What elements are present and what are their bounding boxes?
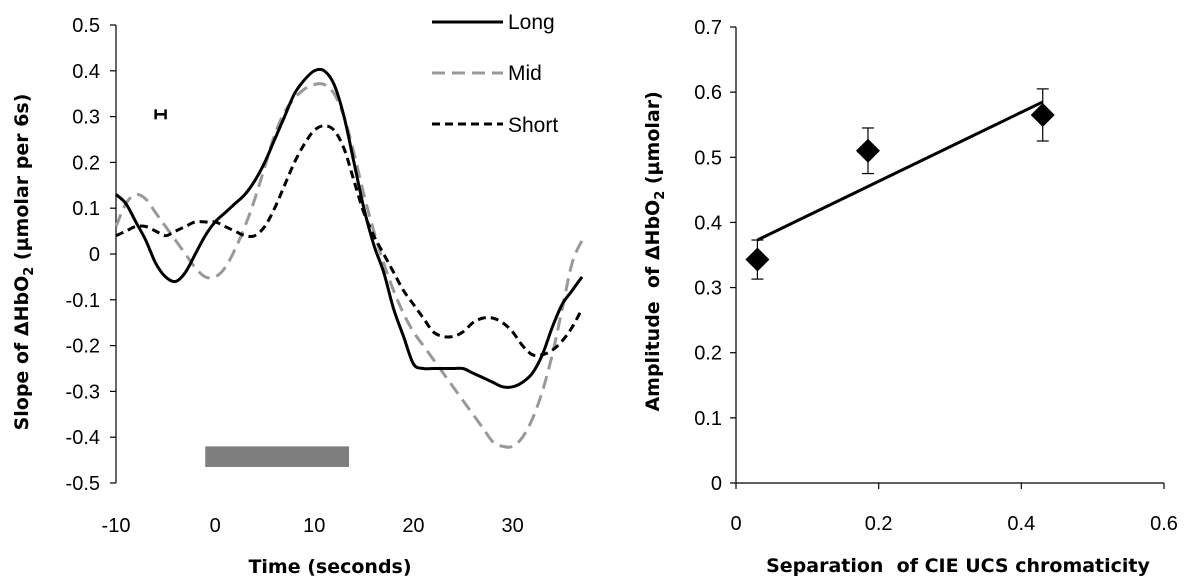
legend-item-mid: Mid — [432, 62, 542, 85]
time-course-y-tick-label: -0.4 — [66, 427, 100, 449]
time-course-y-tick-label: 0.3 — [72, 107, 100, 129]
time-course-y-tick-label: -0.3 — [66, 381, 100, 403]
amplitude-y-ticks: 0.7 0.6 0.5 0.4 0.3 0.2 0.1 0 — [694, 17, 736, 495]
amplitude-y-tick-label: 0.5 — [694, 147, 722, 169]
amplitude-chart: 0.7 0.6 0.5 0.4 0.3 0.2 0.1 0 0 0.2 0.4 0.6 Separa… — [642, 17, 1178, 577]
legend-item-long: Long — [432, 11, 555, 34]
legend-item-short: Short — [432, 114, 558, 137]
legend-label-short: Short — [508, 114, 558, 137]
amplitude-x-tick-label: 0.4 — [1007, 513, 1035, 535]
time-course-y-tick-label: -0.2 — [66, 336, 100, 358]
time-course-y-axis-title: Slope of ΔHbO2 (µmolar per 6s) — [11, 94, 37, 431]
series-line-short — [115, 124, 584, 358]
time-course-y-tick-label: -0.5 — [66, 473, 100, 495]
amplitude-y-tick-label: 0.3 — [694, 278, 722, 300]
time-course-chart: 0.5 0.4 0.3 0.2 0.1 0 -0.1 -0.2 -0.3 -0.4 -0.5 -10… — [11, 11, 584, 578]
amplitude-y-axis-title-tail: (µmolar) — [642, 91, 664, 191]
legend-label-long: Long — [508, 11, 555, 34]
diamond-marker — [745, 247, 770, 272]
amplitude-plot-area — [735, 27, 1164, 484]
time-course-y-tick-label: 0.1 — [72, 198, 100, 220]
time-course-plot-area — [114, 25, 584, 483]
time-course-y-tick-label: 0.2 — [72, 152, 100, 174]
amplitude-y-axis-title-main: Amplitude of ΔHbO — [642, 200, 664, 412]
trendline — [756, 100, 1044, 242]
data-point — [1030, 88, 1055, 142]
time-error-marker — [154, 109, 167, 120]
time-course-x-ticks: -10 0 10 20 30 — [102, 515, 524, 537]
data-point — [855, 127, 880, 175]
time-course-y-axis-title-tail: (µmolar per 6s) — [11, 94, 33, 267]
data-point — [745, 239, 770, 280]
time-course-x-tick-label: 0 — [210, 515, 221, 537]
time-course-y-ticks: 0.5 0.4 0.3 0.2 0.1 0 -0.1 -0.2 -0.3 -0.4 -0.5 — [66, 15, 116, 495]
time-course-y-tick-label: 0 — [89, 244, 100, 266]
diamond-marker — [1030, 102, 1055, 127]
time-course-y-axis-title-main: Slope of ΔHbO — [11, 276, 33, 431]
amplitude-y-tick-label: 0.7 — [694, 17, 722, 39]
time-course-x-axis-title: Time (seconds) — [248, 556, 411, 578]
time-course-y-axis-title-subscript: 2 — [22, 267, 37, 276]
amplitude-x-tick-label: 0.6 — [1150, 513, 1178, 535]
amplitude-y-axis-title: Amplitude of ΔHbO2 (µmolar) — [642, 58, 668, 458]
amplitude-y-axis-title-subscript: 2 — [653, 191, 668, 200]
time-course-x-tick-label: 30 — [501, 515, 523, 537]
time-course-y-tick-label: 0.4 — [72, 61, 100, 83]
stimulus-period-bar — [205, 446, 349, 467]
time-course-legend: Long Mid Short — [432, 11, 558, 137]
series-line-long — [114, 67, 584, 389]
amplitude-y-tick-label: 0.6 — [694, 82, 722, 104]
amplitude-x-tick-label: 0 — [730, 513, 741, 535]
amplitude-y-tick-label: 0.1 — [694, 408, 722, 430]
time-course-y-tick-label: 0.5 — [72, 15, 100, 37]
time-course-x-tick-label: -10 — [102, 515, 131, 537]
amplitude-y-tick-label: 0.2 — [694, 343, 722, 365]
amplitude-y-tick-label: 0.4 — [694, 212, 722, 234]
diamond-marker — [855, 138, 880, 163]
time-course-x-tick-label: 20 — [402, 515, 424, 537]
legend-label-mid: Mid — [508, 62, 542, 85]
time-course-y-tick-label: -0.1 — [66, 290, 100, 312]
time-course-x-tick-label: 10 — [303, 515, 325, 537]
amplitude-x-ticks: 0 0.2 0.4 0.6 — [730, 483, 1178, 535]
amplitude-y-tick-label: 0 — [711, 473, 722, 495]
amplitude-x-tick-label: 0.2 — [865, 513, 893, 535]
amplitude-x-axis-title: Separation of CIE UCS chromaticity — [766, 555, 1150, 577]
